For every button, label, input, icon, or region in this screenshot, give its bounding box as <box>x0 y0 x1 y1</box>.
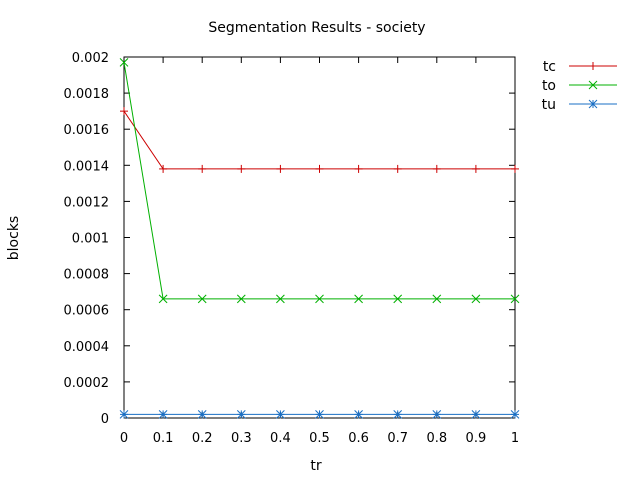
data-point-tc <box>471 164 480 173</box>
y-axis: 0 0.0002 0.0004 0.0006 0.0008 0.001 0.0012 0.00… <box>64 51 515 427</box>
y-tick-label: 0.0006 <box>64 304 110 319</box>
x-tick-label: 0 <box>120 431 128 446</box>
data-point-to <box>510 294 520 304</box>
x-axis: 0 0.1 0.2 0.3 0.4 0.5 0.6 0.7 0.8 0.9 1 <box>120 57 519 446</box>
data-point-tu <box>432 410 442 419</box>
data-point-tc <box>354 164 363 173</box>
chart-title: Segmentation Results - society <box>208 20 425 36</box>
data-point-tu <box>393 410 403 419</box>
plot-frame <box>123 56 516 419</box>
y-tick-label: 0.0002 <box>64 376 110 391</box>
x-tick-label: 0.7 <box>387 431 408 446</box>
x-axis-label: tr <box>310 458 321 474</box>
data-point-to <box>354 294 363 304</box>
y-tick-label: 0.0008 <box>64 268 110 283</box>
x-tick-label: 0.2 <box>192 431 213 446</box>
data-point-tc <box>393 164 402 173</box>
data-point-tu <box>354 410 363 419</box>
data-point-to <box>158 294 168 304</box>
x-tick-label: 0.1 <box>153 431 174 446</box>
legend-marker-tc <box>589 62 597 70</box>
x-tick-label: 0.8 <box>426 431 447 446</box>
data-point-tc <box>432 164 441 173</box>
data-point-tu <box>276 410 285 419</box>
legend-marker-tu <box>588 99 598 109</box>
x-tick-label: 0.3 <box>231 431 252 446</box>
y-axis-label: blocks <box>6 216 22 260</box>
series-layer <box>119 58 520 419</box>
data-point-to <box>471 294 481 304</box>
legend-label-tu: tu <box>542 97 556 113</box>
data-point-tu <box>315 410 324 419</box>
y-tick-label: 0.0016 <box>64 123 110 138</box>
legend-marker-to <box>588 80 598 90</box>
data-point-to <box>236 294 246 304</box>
y-tick-label: 0.001 <box>72 232 109 247</box>
data-point-tu <box>510 410 520 419</box>
x-tick-label: 0.6 <box>348 431 369 446</box>
x-tick-label: 1 <box>511 431 519 446</box>
y-tick-label: 0.0014 <box>64 159 110 174</box>
series-line-to <box>123 62 515 300</box>
data-point-tu <box>197 410 207 419</box>
y-tick-label: 0 <box>101 412 109 427</box>
data-point-tc <box>120 107 128 116</box>
y-tick-label: 0.0018 <box>64 87 110 102</box>
data-point-tc <box>237 164 246 173</box>
y-tick-label: 0.002 <box>72 51 109 66</box>
data-point-to <box>197 294 207 304</box>
data-point-tc <box>511 164 519 173</box>
y-tick-label: 0.0004 <box>64 340 110 355</box>
legend-label-to: to <box>542 78 556 94</box>
data-point-tu <box>471 410 481 419</box>
data-point-to <box>276 294 285 304</box>
data-point-to <box>432 294 442 304</box>
data-point-tc <box>276 164 285 173</box>
x-tick-label: 0.9 <box>466 431 487 446</box>
x-tick-label: 0.4 <box>270 431 291 446</box>
x-tick-label: 0.5 <box>309 431 330 446</box>
data-point-to <box>393 294 403 304</box>
data-point-tc <box>315 164 324 173</box>
data-point-tu <box>158 410 168 419</box>
y-tick-label: 0.0012 <box>64 195 110 210</box>
data-point-tu <box>236 410 246 419</box>
data-point-tc <box>159 164 168 173</box>
data-point-tc <box>198 164 207 173</box>
legend: tc to tu <box>542 59 617 113</box>
data-point-to <box>119 58 129 67</box>
data-point-tu <box>119 410 129 419</box>
data-point-to <box>315 294 324 304</box>
legend-label-tc: tc <box>543 59 556 75</box>
series-line-tc <box>123 110 515 170</box>
